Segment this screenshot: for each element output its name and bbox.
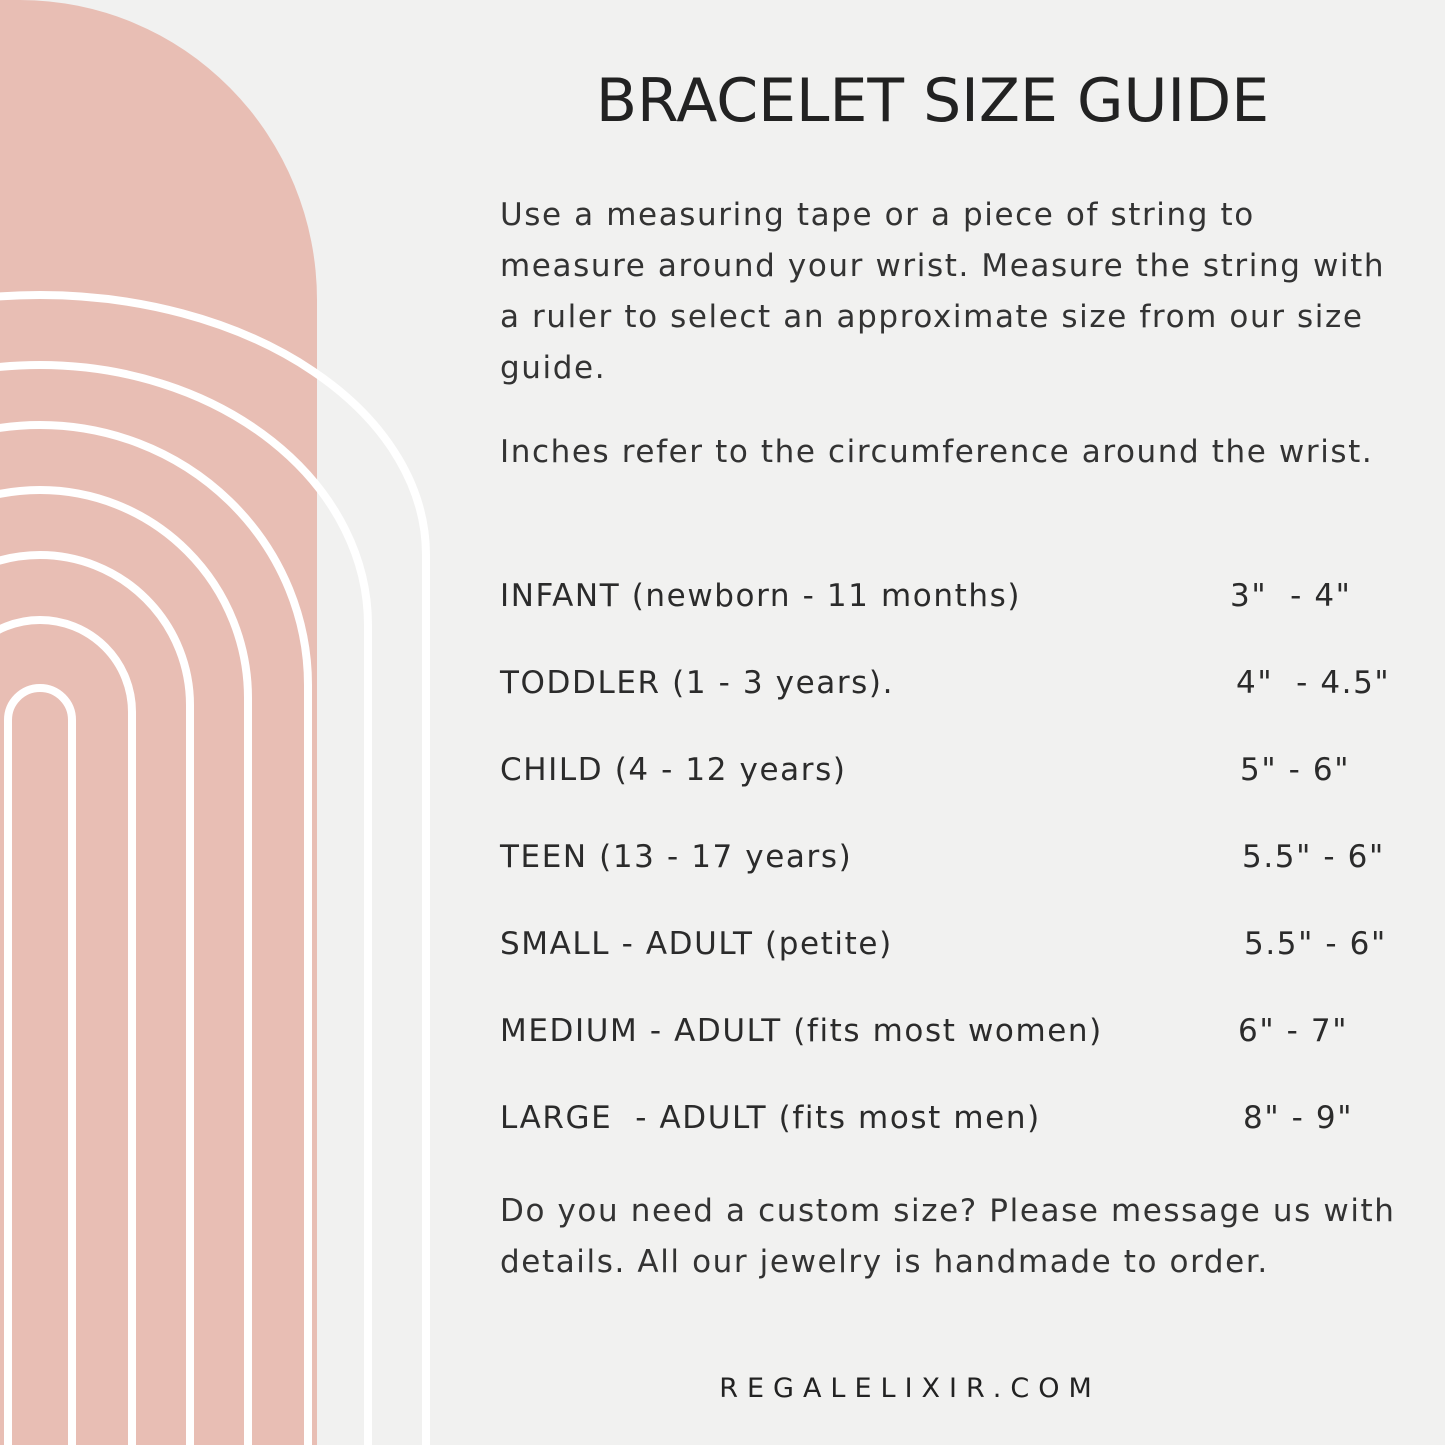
- size-label: LARGE - ADULT (fits most men): [500, 1100, 1041, 1136]
- size-label: CHILD (4 - 12 years): [500, 752, 847, 788]
- size-range: 6" - 7": [1238, 1013, 1349, 1049]
- pink-arch: [0, 0, 317, 1445]
- arch-ring: [0, 421, 312, 1445]
- size-range: 4" - 4.5": [1236, 665, 1391, 701]
- size-range: 5.5" - 6": [1242, 839, 1385, 875]
- size-label: TEEN (13 - 17 years): [500, 839, 853, 875]
- size-label: SMALL - ADULT (petite): [500, 926, 893, 962]
- size-range: 3" - 4": [1230, 578, 1352, 614]
- arch-ring: [0, 551, 194, 1445]
- size-label: TODDLER (1 - 3 years).: [500, 665, 895, 701]
- arch-ring: [0, 486, 252, 1445]
- arch-ring: [0, 616, 136, 1445]
- page-title: BRACELET SIZE GUIDE: [595, 66, 1270, 136]
- size-label: INFANT (newborn - 11 months): [500, 578, 1022, 614]
- arch-ring: [0, 291, 430, 1445]
- arch-ring: [3, 684, 76, 1445]
- website-link[interactable]: REGALELIXIR.COM: [719, 1373, 1101, 1404]
- size-label: MEDIUM - ADULT (fits most women): [500, 1013, 1103, 1049]
- intro-text: Use a measuring tape or a piece of strin…: [500, 197, 1386, 386]
- custom-size-text: Do you need a custom size? Please messag…: [500, 1193, 1396, 1280]
- size-range: 5.5" - 6": [1244, 926, 1387, 962]
- size-range: 5" - 6": [1240, 752, 1351, 788]
- size-range: 8" - 9": [1243, 1100, 1354, 1136]
- arch-ring: [0, 361, 372, 1445]
- note-text: Inches refer to the circumference around…: [500, 434, 1374, 470]
